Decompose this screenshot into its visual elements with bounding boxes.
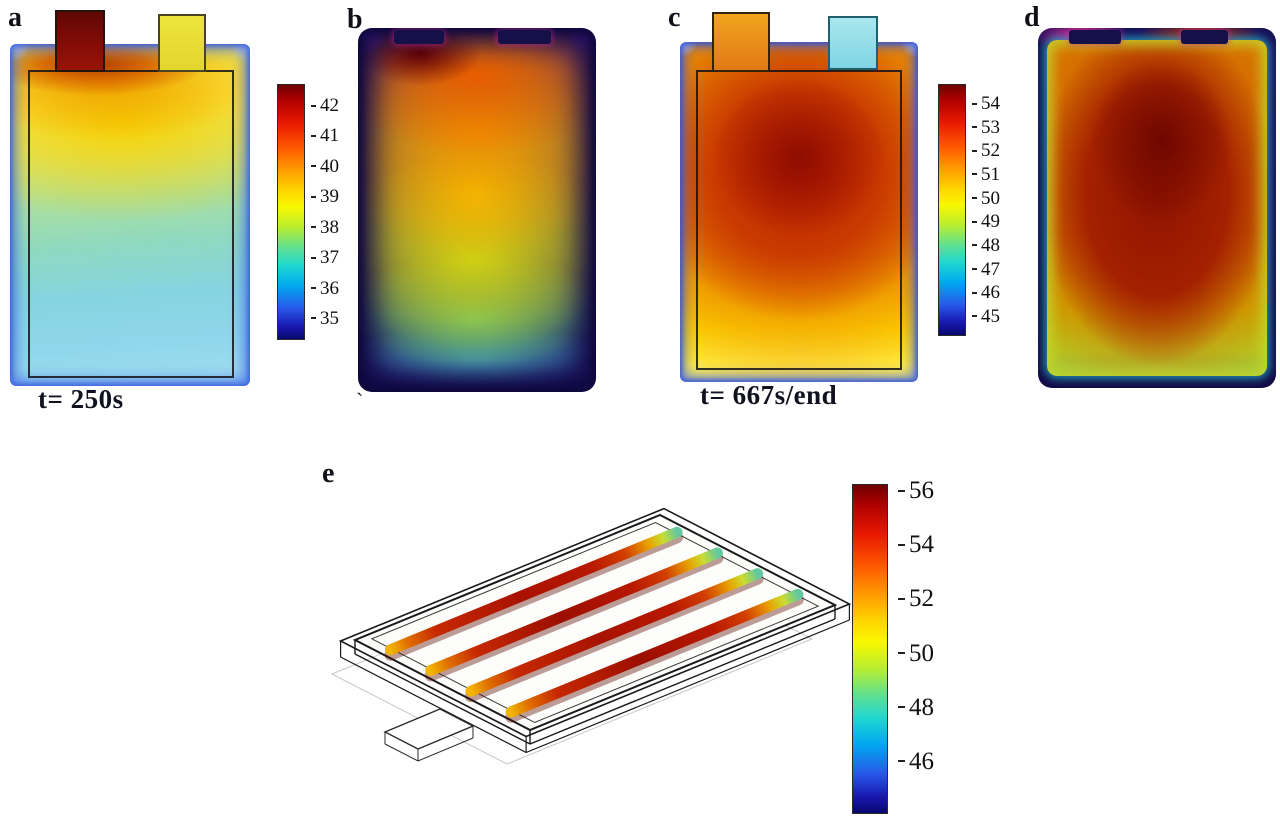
tick-label: 42 xyxy=(311,96,339,115)
panel-d-ir-photo xyxy=(1038,28,1276,388)
panel-a-cell-outline xyxy=(28,70,234,378)
panel-d-tab-notch-right xyxy=(1180,30,1229,44)
colorbar-a xyxy=(277,84,305,340)
tick-label: 51 xyxy=(972,165,1000,184)
tick-label: 48 xyxy=(898,695,934,720)
panel-d-tab-notch-left xyxy=(1068,30,1122,44)
colorbar-c-ticks: 54 53 52 51 50 49 48 47 46 45 xyxy=(972,84,1000,336)
tick-label: 41 xyxy=(311,126,339,145)
panel-e-3d-view xyxy=(330,507,852,765)
panel-a-letter: a xyxy=(8,2,22,33)
panel-c-right-tab xyxy=(828,16,878,70)
tick-label: 48 xyxy=(972,236,1000,255)
tick-label: 54 xyxy=(972,94,1000,113)
tick-label: 36 xyxy=(311,279,339,298)
tick-label: 56 xyxy=(898,478,934,503)
tick-label: 54 xyxy=(898,532,934,557)
tick-label: 52 xyxy=(898,586,934,611)
panel-e-letter: e xyxy=(322,458,335,489)
panel-a-left-tab xyxy=(55,10,105,72)
tick-label: 49 xyxy=(972,212,1000,231)
panel-c-caption: t= 667s/end xyxy=(700,380,838,410)
tick-label: 50 xyxy=(972,189,1000,208)
panel-b-ir-photo xyxy=(358,28,596,392)
casing-wireframe xyxy=(338,507,852,754)
panel-b-tab-notch-right xyxy=(498,30,551,44)
panel-d-letter: d xyxy=(1024,2,1040,33)
panel-b-stray-mark: ` xyxy=(356,388,364,413)
panel-a-caption: t= 250s xyxy=(38,384,124,414)
panel-c-letter: c xyxy=(668,2,681,33)
colorbar-a-ticks: 42 41 40 39 38 37 36 35 xyxy=(311,84,339,340)
panel-a-heatmap xyxy=(10,10,250,386)
tick-label: 35 xyxy=(311,309,339,328)
bottom-tab-wireframe xyxy=(383,708,475,762)
colorbar-e xyxy=(852,484,888,814)
colorbar-e-ticks: 56 54 52 50 48 46 xyxy=(898,478,934,774)
tick-label: 46 xyxy=(972,283,1000,302)
panel-a-right-tab xyxy=(158,14,206,72)
tick-label: 50 xyxy=(898,641,934,666)
tick-label: 47 xyxy=(972,260,1000,279)
tick-label: 37 xyxy=(311,248,339,267)
colorbar-c xyxy=(938,84,966,336)
tick-label: 46 xyxy=(898,749,934,774)
panel-c-heatmap xyxy=(680,12,918,382)
panel-a-cell-body xyxy=(10,44,250,386)
tick-label: 40 xyxy=(311,157,339,176)
tick-label: 53 xyxy=(972,118,1000,137)
tick-label: 52 xyxy=(972,141,1000,160)
panel-d-hot-core xyxy=(1047,40,1267,376)
hot-ribbons xyxy=(384,526,804,718)
tick-label: 38 xyxy=(311,218,339,237)
tick-label: 39 xyxy=(311,187,339,206)
panel-b-letter: b xyxy=(347,4,363,35)
tick-label: 45 xyxy=(972,307,1000,326)
panel-b-tab-notch-left xyxy=(393,30,444,44)
panel-c-left-tab xyxy=(712,12,770,72)
panel-c-cell-outline xyxy=(696,70,902,370)
panel-c-cell-body xyxy=(680,42,918,382)
